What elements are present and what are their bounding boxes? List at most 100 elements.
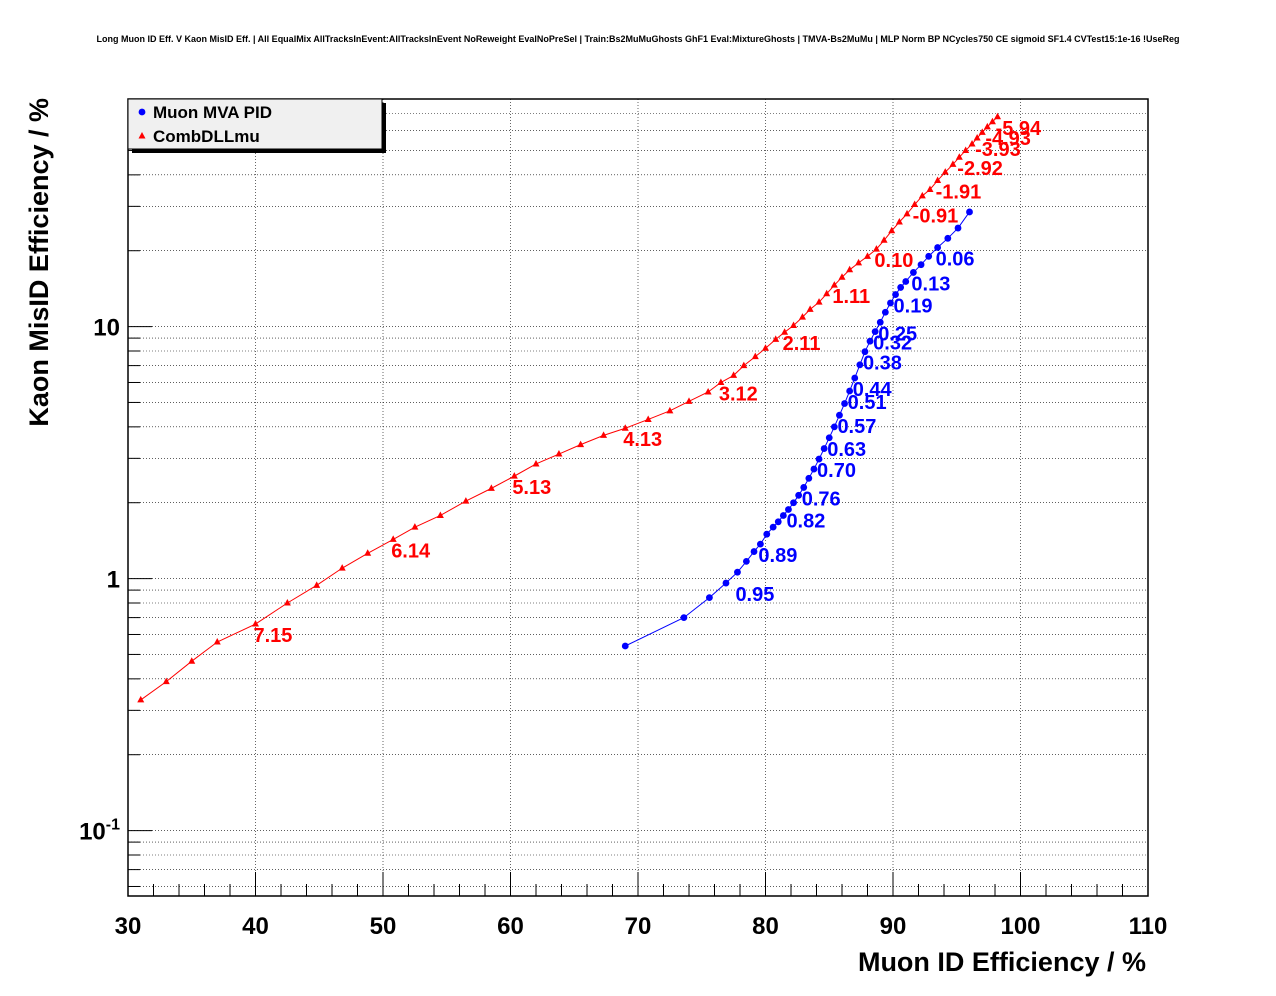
data-point <box>944 234 952 242</box>
data-point <box>532 459 540 467</box>
x-axis-label: Muon ID Efficiency / % <box>858 947 1146 977</box>
x-tick-label: 80 <box>752 913 779 940</box>
point-label: 1.11 <box>832 286 870 308</box>
data-point <box>880 236 888 243</box>
data-point <box>751 352 759 360</box>
data-point <box>888 226 896 234</box>
x-tick-label: 90 <box>880 913 907 940</box>
data-point <box>820 445 828 452</box>
data-point <box>790 321 798 328</box>
point-label: 2.11 <box>783 333 821 355</box>
legend-circle-icon <box>138 108 146 116</box>
legend: Muon MVA PID CombDLLmu <box>127 98 386 153</box>
x-tick-label: 110 <box>1129 913 1168 940</box>
data-point <box>162 677 170 685</box>
data-point <box>994 112 1002 120</box>
legend-entry: Muon MVA PID <box>153 103 272 122</box>
data-point <box>941 168 949 175</box>
data-point <box>823 289 831 297</box>
data-point <box>785 506 792 513</box>
data-point <box>910 269 917 276</box>
data-point <box>313 581 321 588</box>
data-point <box>740 361 748 369</box>
data-point <box>364 549 372 556</box>
data-point <box>487 484 495 491</box>
data-point <box>621 642 629 650</box>
data-point <box>577 440 585 448</box>
data-point <box>389 535 397 542</box>
point-label: 0.44 <box>853 379 893 401</box>
data-point <box>881 308 889 316</box>
data-point <box>798 313 806 320</box>
data-point <box>462 497 470 504</box>
data-point <box>830 281 838 288</box>
point-label: -3.93 <box>975 139 1021 161</box>
point-label: 0.25 <box>878 323 917 345</box>
x-tick-label: 50 <box>370 913 397 940</box>
data-point <box>966 208 973 216</box>
point-label: 0.19 <box>894 296 933 318</box>
point-label: 7.15 <box>254 625 293 647</box>
data-point <box>772 335 780 342</box>
point-label: -4.93 <box>985 128 1031 150</box>
point-label: 0.06 <box>936 248 975 270</box>
data-point <box>988 117 996 125</box>
data-point <box>338 564 346 571</box>
data-point <box>856 361 864 369</box>
data-point <box>283 598 291 606</box>
data-point <box>866 337 874 345</box>
data-point <box>855 258 863 266</box>
data-point <box>762 344 769 351</box>
data-point <box>892 291 899 298</box>
data-point <box>825 434 833 442</box>
point-label: -2.92 <box>957 158 1003 180</box>
data-point <box>805 474 813 482</box>
point-label: 0.13 <box>911 273 950 295</box>
x-tick-label: 100 <box>1000 913 1040 940</box>
point-label: 4.13 <box>623 429 662 451</box>
data-point <box>704 388 712 395</box>
data-point <box>918 191 926 199</box>
x-tick-label: 70 <box>625 913 652 940</box>
data-point <box>774 518 782 526</box>
data-point <box>895 218 903 225</box>
data-point <box>685 397 693 404</box>
legend-triangle-icon <box>138 132 146 139</box>
data-point <box>680 614 688 622</box>
point-label: 0.82 <box>786 510 825 532</box>
data-point <box>717 378 725 385</box>
data-point <box>706 594 713 602</box>
data-point <box>838 273 846 280</box>
point-label: 0.57 <box>837 416 876 438</box>
point-label: 0.63 <box>827 439 866 461</box>
x-tick-label: 30 <box>115 913 142 940</box>
legend-box <box>127 98 383 150</box>
y-tick-label: 1 <box>107 567 120 594</box>
data-point <box>806 305 814 312</box>
data-point <box>973 134 981 141</box>
data-point <box>555 450 563 457</box>
legend-entry: CombDLLmu <box>153 127 260 146</box>
data-point <box>644 415 652 422</box>
y-tick-label: 10-1 <box>79 817 120 846</box>
data-point <box>252 620 259 627</box>
data-point <box>983 122 991 130</box>
y-axis-label: Kaon MisID Efficiency / % <box>24 98 54 427</box>
data-point <box>769 523 777 531</box>
point-label: 6.14 <box>391 540 431 562</box>
data-point <box>830 423 838 431</box>
data-point <box>949 160 957 167</box>
data-point <box>934 244 942 251</box>
point-label: 5.13 <box>512 477 551 499</box>
data-point <box>510 472 518 479</box>
data-point <box>846 265 854 273</box>
data-point <box>925 252 933 260</box>
data-point <box>897 284 905 291</box>
data-point <box>871 328 879 336</box>
data-point <box>861 348 869 356</box>
point-label: 0.76 <box>802 488 841 510</box>
data-point <box>411 523 419 530</box>
point-label: 0.89 <box>758 545 797 567</box>
data-point <box>722 579 730 587</box>
